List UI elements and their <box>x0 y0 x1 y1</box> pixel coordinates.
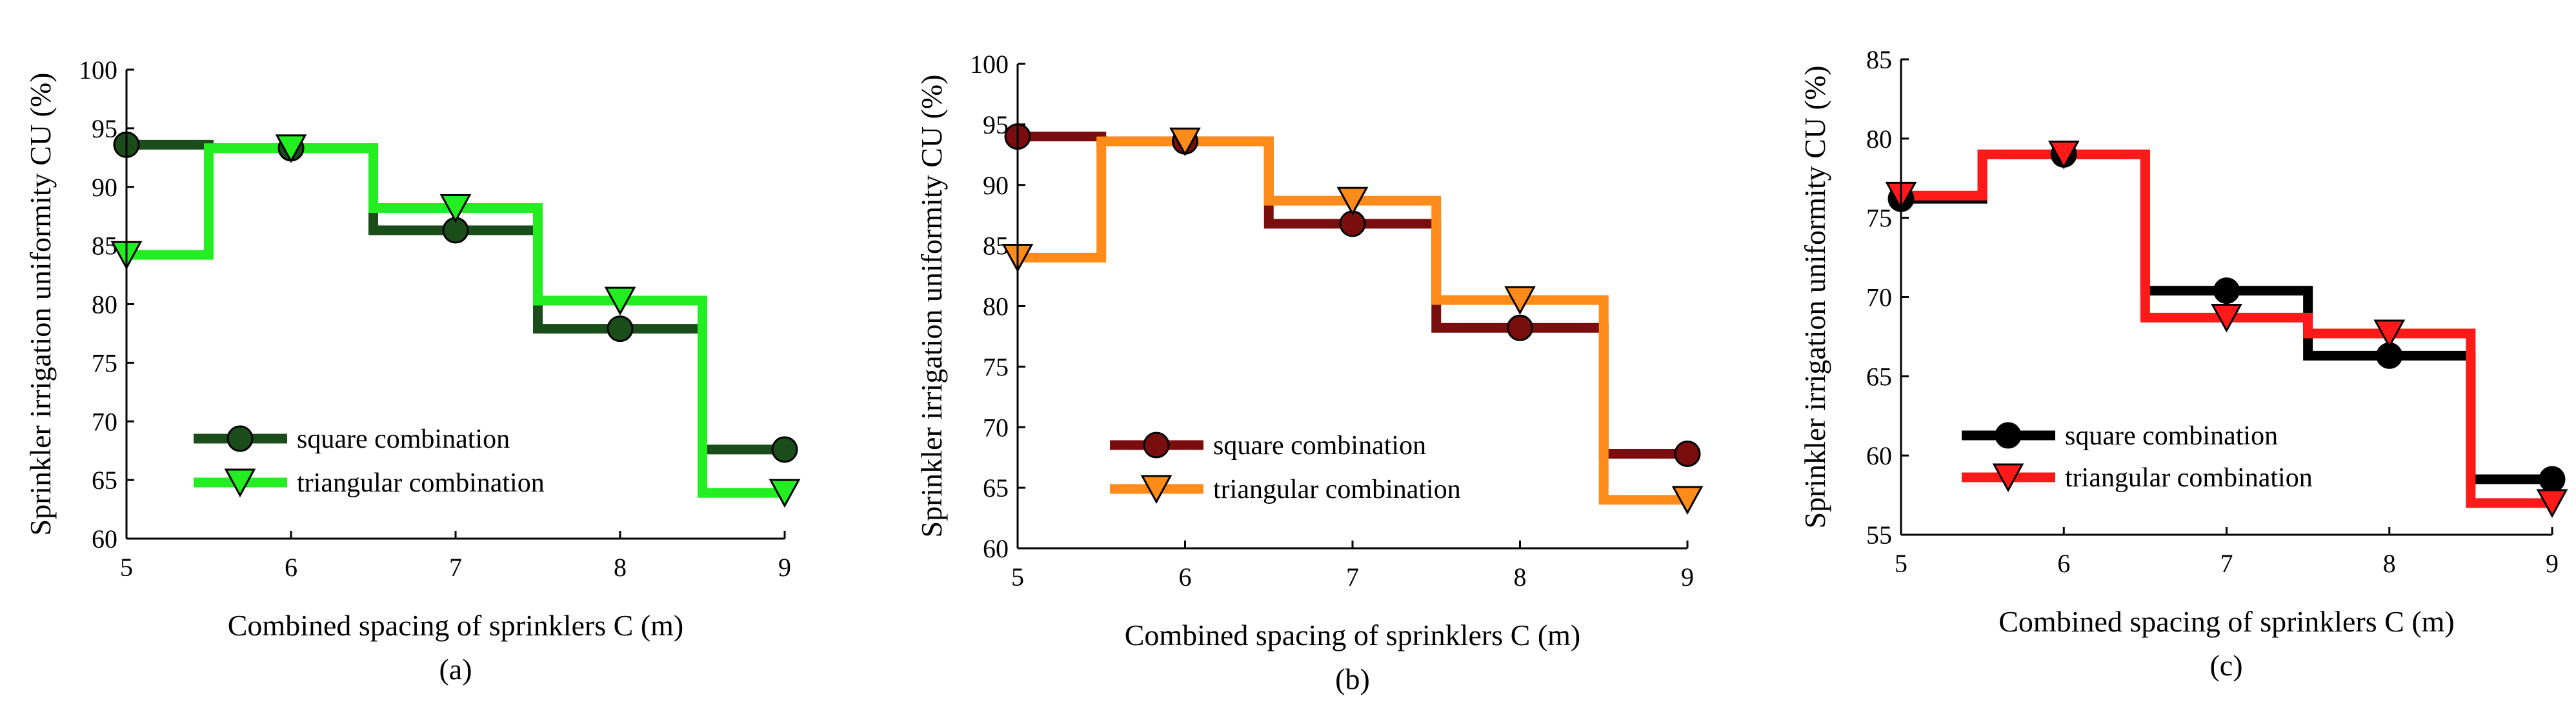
triangular-data-point <box>1671 486 1704 515</box>
x-tick-label: 6 <box>285 553 297 582</box>
triangular-data-point <box>439 194 472 223</box>
legend-label: square combination <box>2065 421 2278 451</box>
y-tick-label: 65 <box>92 466 117 495</box>
x-tick-label: 6 <box>1179 562 1192 592</box>
triangular-data-point <box>1504 286 1536 315</box>
legend-label: triangular combination <box>297 468 545 498</box>
legend-marker-square <box>1143 432 1170 459</box>
triangular-data-point <box>2373 319 2406 349</box>
triangular-data-point <box>1336 186 1369 216</box>
x-axis-label: Combined spacing of sprinklers C (m) <box>228 609 684 642</box>
legend-marker-triangular <box>1992 463 2024 493</box>
triangular-data-point <box>1169 127 1201 157</box>
y-axis-label: Sprinkler irrigation uniformity CU (%) <box>1798 66 1831 529</box>
y-tick-label: 70 <box>1866 283 1892 312</box>
x-tick-label: 6 <box>2057 549 2070 578</box>
x-axis-label: Combined spacing of sprinklers C (m) <box>1125 619 1581 651</box>
x-tick-label: 7 <box>449 553 462 582</box>
x-tick-label: 7 <box>2220 549 2233 578</box>
x-tick-label: 5 <box>1011 562 1024 592</box>
panel-label: (c) <box>2209 649 2242 682</box>
y-tick-label: 55 <box>1866 521 1892 550</box>
triangular-data-point <box>2536 489 2568 518</box>
x-tick-label: 8 <box>614 553 627 582</box>
x-tick-label: 9 <box>1681 562 1694 592</box>
legend-marker-square <box>226 425 254 452</box>
y-tick-label: 75 <box>983 352 1009 381</box>
panel-label: (b) <box>1335 662 1370 695</box>
y-tick-label: 85 <box>1866 45 1892 74</box>
y-tick-label: 90 <box>92 173 117 202</box>
legend-label: square combination <box>1213 431 1426 461</box>
y-tick-label: 60 <box>1866 441 1892 470</box>
panel-label: (a) <box>439 653 472 686</box>
legend-label: triangular combination <box>2065 463 2313 493</box>
triangular-data-point <box>769 479 801 508</box>
x-tick-label: 5 <box>120 553 133 582</box>
square-data-point <box>771 436 798 463</box>
legend-label: triangular combination <box>1213 475 1461 504</box>
legend-marker-square <box>1995 422 2022 449</box>
x-tick-label: 7 <box>1346 562 1359 592</box>
x-axis-label: Combined spacing of sprinklers C (m) <box>1998 605 2455 638</box>
y-tick-label: 75 <box>1866 204 1892 233</box>
chart-panel-c: 55 60 65 70 75 80 85 5 6 7 8 9 square combination tri… <box>1798 45 2568 682</box>
legend-marker-triangular <box>224 468 256 498</box>
triangular-data-point <box>604 286 636 316</box>
y-tick-label: 85 <box>92 232 117 261</box>
square-data-point <box>1507 314 1533 341</box>
y-tick-label: 90 <box>983 171 1009 200</box>
series-line-square <box>1018 132 1687 459</box>
square-data-point <box>2213 277 2240 304</box>
triangular-data-point <box>2048 140 2080 170</box>
y-tick-label: 95 <box>983 110 1009 139</box>
y-axis-label: Sprinkler irrigation uniformity CU (%) <box>24 73 57 536</box>
square-data-point <box>1674 441 1701 468</box>
x-tick-label: 9 <box>778 553 791 582</box>
y-tick-label: 100 <box>970 50 1009 79</box>
triangular-data-point <box>275 134 307 163</box>
triangular-data-point <box>2211 303 2242 333</box>
square-data-point <box>2539 466 2566 493</box>
y-tick-label: 65 <box>983 473 1009 502</box>
chart-panel-a: 60 65 70 75 80 85 90 95 100 5 6 7 8 9 square combinati… <box>24 55 801 686</box>
legend-label: square combination <box>297 424 510 454</box>
x-tick-label: 9 <box>2546 549 2559 578</box>
y-tick-label: 95 <box>92 114 117 143</box>
y-tick-label: 80 <box>983 292 1009 321</box>
legend-marker-triangular <box>1140 475 1172 504</box>
square-data-point <box>607 315 634 343</box>
y-tick-label: 100 <box>79 55 117 85</box>
y-tick-label: 80 <box>1866 124 1892 154</box>
y-tick-label: 70 <box>92 407 117 436</box>
y-tick-label: 60 <box>92 524 117 553</box>
y-tick-label: 80 <box>92 290 117 319</box>
x-tick-label: 8 <box>2383 549 2396 578</box>
x-tick-label: 5 <box>1895 549 1907 578</box>
y-tick-label: 65 <box>1866 362 1892 391</box>
x-tick-label: 8 <box>1514 562 1527 592</box>
y-tick-label: 75 <box>92 348 117 377</box>
y-axis-label: Sprinkler irrigation uniformity CU (%) <box>915 75 948 538</box>
y-tick-label: 60 <box>983 534 1009 563</box>
y-tick-label: 70 <box>983 413 1009 442</box>
